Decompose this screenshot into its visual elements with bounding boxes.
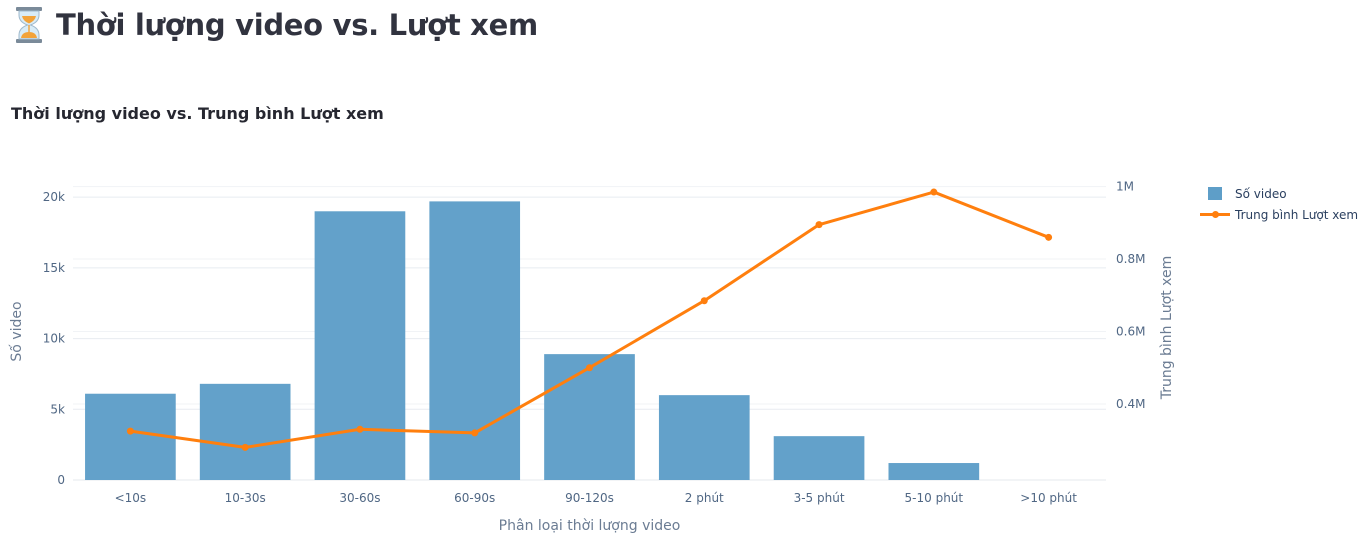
x-tick-label: 30-60s: [339, 491, 380, 505]
y2-axis-title: Trung bình Lượt xem: [1159, 256, 1175, 401]
chart-title: Thời lượng video vs. Trung bình Lượt xem: [11, 104, 384, 123]
x-axis-title: Phân loại thời lượng video: [499, 518, 681, 534]
page-title: Thời lượng video vs. Lượt xem: [56, 8, 538, 42]
y-tick-label: 0: [57, 473, 65, 487]
bar: [199, 383, 291, 480]
y2-tick-label: 0.4M: [1116, 397, 1145, 411]
bar: [658, 395, 750, 480]
line-point: [815, 221, 823, 229]
line-point: [356, 425, 364, 433]
legend-label: Số video: [1235, 186, 1287, 201]
legend-item-bar[interactable]: Số video: [1204, 183, 1358, 204]
y-tick-label: 10k: [43, 332, 65, 346]
line-point: [586, 364, 593, 372]
y-tick-label: 20k: [43, 190, 65, 204]
bar: [544, 354, 635, 480]
bar: [888, 463, 980, 480]
bar: [314, 211, 406, 481]
x-tick-label: 10-30s: [225, 491, 266, 505]
x-tick-label: 5-10 phút: [905, 491, 964, 505]
x-tick-label: 3-5 phút: [794, 491, 845, 505]
y-tick-label: 15k: [43, 261, 65, 275]
hourglass-icon: [16, 7, 42, 43]
line-point: [700, 297, 708, 305]
x-tick-label: 90-120s: [565, 491, 614, 505]
y2-tick-label: 0.8M: [1116, 252, 1145, 266]
line-point: [126, 427, 134, 435]
legend-label: Trung bình Lượt xem: [1235, 207, 1359, 222]
x-tick-label: 2 phút: [685, 491, 724, 505]
y-axis-title: Số video: [8, 301, 25, 361]
y2-tick-label: 1M: [1116, 180, 1134, 194]
bar: [429, 201, 521, 480]
line-point: [471, 429, 479, 437]
y-tick-label: 5k: [50, 402, 65, 416]
x-tick-label: >10 phút: [1020, 491, 1077, 505]
axes: 0 5k 10k 15k 20k 0.4M 0.6M 0.8M 1M <10s 10-30s 30-6…: [8, 180, 1175, 534]
legend-item-line[interactable]: Trung bình Lượt xem: [1200, 204, 1359, 225]
x-tick-label: <10s: [115, 491, 147, 505]
y2-tick-label: 0.6M: [1116, 325, 1145, 339]
bar-series: [85, 201, 980, 481]
legend-bar-swatch: [1208, 187, 1222, 200]
x-tick-label: 60-90s: [454, 491, 495, 505]
line-point: [241, 443, 249, 451]
legend[interactable]: Số video Trung bình Lượt xem: [1200, 183, 1359, 225]
legend-line-swatch: [1200, 208, 1230, 221]
page-header: Thời lượng video vs. Lượt xem: [14, 6, 538, 44]
line-series: [126, 188, 1053, 451]
line-point: [930, 188, 938, 196]
line-point: [1045, 233, 1053, 241]
bar: [773, 436, 865, 480]
